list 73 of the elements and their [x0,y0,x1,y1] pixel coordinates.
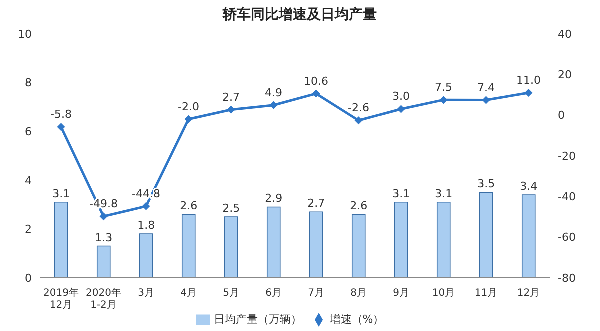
x-tick-label: 9月 [393,288,410,299]
x-tick-label: 11月 [474,288,498,299]
data-label: 7.5 [435,81,452,94]
bar [182,214,196,278]
y-tick-label: 8 [25,76,32,90]
point [227,106,236,114]
point [142,202,150,210]
legend-label: 增速（%） [330,313,384,326]
data-label: 1.3 [95,231,113,244]
y2-tick-label: -20 [558,150,576,163]
x-tick-label: 5月 [223,288,240,299]
data-label: 3.5 [478,178,496,191]
x-tick-label: 10月 [432,288,456,299]
chart-title: 轿车同比增速及日均产量 [222,6,378,24]
x-tick-label: 7月 [308,288,324,299]
data-label: 3.1 [435,187,453,200]
data-label: 2.6 [350,200,368,213]
bar [139,234,154,278]
y2-tick-label: -60 [558,231,576,244]
bar [479,192,494,278]
bar [436,202,451,278]
y2-tick-label: 40 [558,28,572,41]
bar [266,206,281,278]
bar [224,216,238,278]
data-label: 2.9 [265,192,283,206]
x-tick-label: 2020年 1-2月 [86,287,122,311]
bar [522,194,536,278]
x-tick-label: 8月 [350,288,367,299]
data-label: 10.6 [304,74,328,88]
point [397,105,406,114]
legend-label: 日均产量（万辆） [214,313,302,326]
y2-tick-label: -80 [558,272,576,285]
point [100,212,108,221]
bar [394,202,408,278]
y-tick-label: 4 [25,174,32,188]
data-label: 2.6 [180,200,198,213]
data-label: -2.6 [348,102,370,115]
point [524,88,533,97]
point [270,101,278,110]
bar [309,212,324,278]
data-label: 2.5 [222,202,240,215]
bar [54,202,68,278]
point [312,90,320,98]
point [440,96,448,104]
y2-tick-label: 0 [558,109,565,122]
y-tick-label: 10 [18,28,32,41]
data-label: 3.0 [392,90,410,104]
data-label: 3.4 [520,180,538,194]
y2-tick-label: 20 [558,68,572,82]
x-tick-label: 2019年 12月 [44,287,79,311]
data-label: -2.0 [178,100,200,114]
x-tick-label: 4月 [180,288,197,299]
data-label: 11.0 [516,74,541,87]
data-label: 3.1 [392,187,410,200]
data-label: 2.7 [222,90,240,104]
x-tick-label: 12月 [517,288,540,299]
point [184,115,193,124]
data-label: 2.7 [308,197,326,210]
data-label: 7.4 [478,81,495,94]
point [354,116,363,125]
bar [352,214,366,278]
x-tick-label: 6月 [266,288,282,299]
bar [96,246,111,278]
data-label: 1.8 [138,219,156,232]
y-tick-label: 2 [25,223,32,236]
y-tick-label: 6 [25,126,32,139]
data-label: 4.9 [265,86,282,100]
data-label: 3.1 [52,187,70,200]
data-label: -5.8 [50,108,72,122]
point [57,123,66,132]
x-tick-label: 3月 [138,288,154,299]
y2-tick-label: -40 [558,190,576,204]
y-tick-label: 0 [25,272,32,285]
